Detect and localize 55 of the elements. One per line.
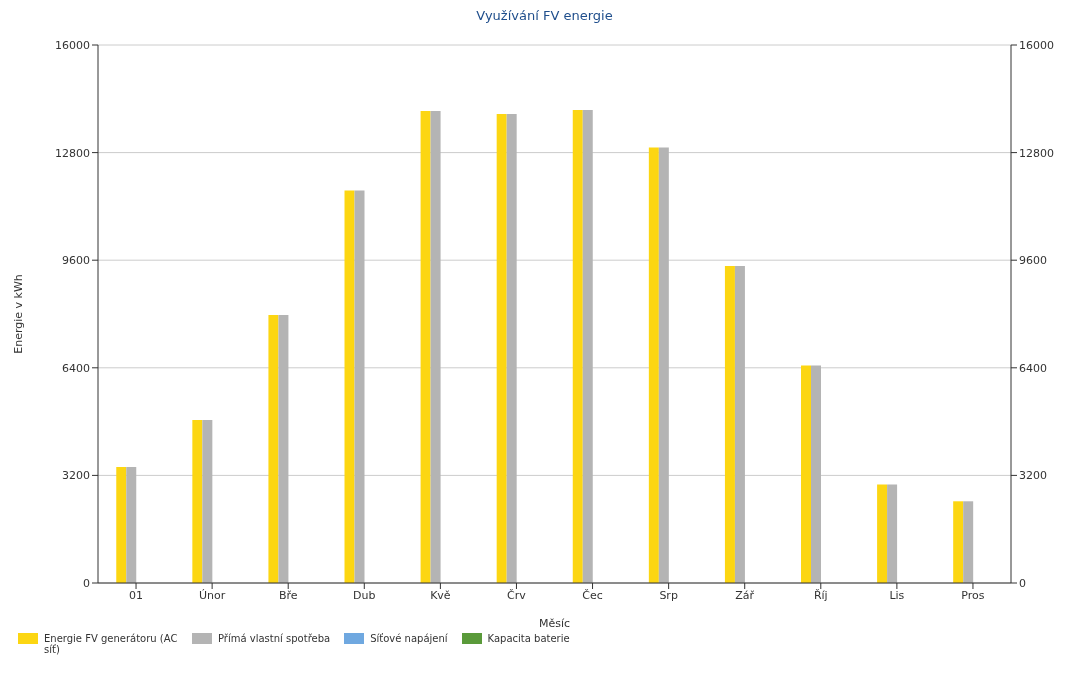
chart-title: Využívání FV energie xyxy=(475,8,614,23)
bar xyxy=(572,109,583,583)
bar xyxy=(430,110,441,583)
bar xyxy=(278,315,289,583)
y-tick-label: 3200 xyxy=(62,469,90,483)
bar xyxy=(658,147,669,583)
x-tick-label: Dub xyxy=(353,588,376,602)
x-tick-label: Bře xyxy=(278,588,298,602)
bar xyxy=(801,365,812,583)
y2-tick-label: 6400 xyxy=(1019,361,1047,375)
x-axis-title: Měsíc xyxy=(538,617,571,630)
bar xyxy=(344,190,355,583)
bar xyxy=(724,265,735,583)
bar xyxy=(887,484,898,583)
y-tick-label: 12800 xyxy=(55,146,90,160)
x-tick-label: Srp xyxy=(659,588,678,602)
bar xyxy=(126,466,137,583)
bar xyxy=(506,113,517,583)
x-tick-label: Čec xyxy=(582,588,603,602)
y-tick-label: 16000 xyxy=(55,38,90,52)
y-tick-label: 0 xyxy=(83,576,90,590)
y2-tick-label: 0 xyxy=(1019,576,1026,590)
y-tick-label: 6400 xyxy=(62,361,90,375)
bar xyxy=(268,315,279,583)
x-tick-label: Lis xyxy=(889,588,905,602)
bar xyxy=(582,109,593,583)
x-tick-label: Únor xyxy=(198,588,226,602)
legend-label: Energie FV generátoru (AC síť) xyxy=(44,633,178,655)
bar xyxy=(202,419,213,583)
y2-tick-label: 16000 xyxy=(1019,38,1054,52)
bar xyxy=(811,365,822,583)
bar xyxy=(877,484,888,583)
legend-label: Síťové napájení xyxy=(370,633,448,644)
x-tick-label: 01 xyxy=(129,588,144,602)
bar xyxy=(496,113,507,583)
legend-label: Přímá vlastní spotřeba xyxy=(218,633,331,644)
x-tick-label: Pros xyxy=(961,588,985,602)
y2-tick-label: 9600 xyxy=(1019,254,1047,268)
y2-tick-label: 12800 xyxy=(1019,146,1054,160)
y-tick-label: 9600 xyxy=(62,254,90,268)
bar xyxy=(420,110,431,583)
bar xyxy=(734,265,745,583)
bar xyxy=(116,466,127,583)
x-tick-label: Kvě xyxy=(430,588,451,602)
bar xyxy=(192,419,203,583)
y2-tick-label: 3200 xyxy=(1019,469,1047,483)
bar xyxy=(953,501,964,583)
bar xyxy=(648,147,659,583)
x-tick-label: Zář xyxy=(735,588,755,602)
legend-label: Kapacita baterie xyxy=(487,633,570,644)
bar xyxy=(354,190,365,583)
x-tick-label: Říj xyxy=(813,588,828,602)
bar xyxy=(963,501,974,583)
y-axis-title: Energie v kWh xyxy=(11,274,25,354)
x-tick-label: Črv xyxy=(507,588,527,602)
